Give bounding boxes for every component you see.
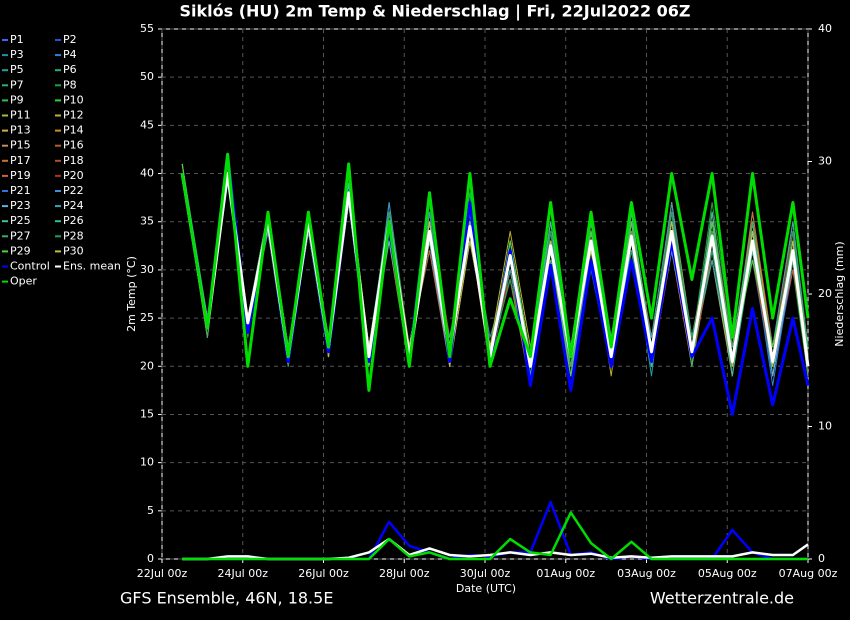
y2-tick-label: 0: [818, 552, 825, 565]
temp-line: [180, 152, 810, 392]
legend-label: P8: [63, 78, 77, 91]
legend-label: P14: [63, 124, 84, 137]
legend-label: P15: [10, 139, 31, 152]
legend-label: Control: [10, 260, 50, 273]
x-tick-label: 07Aug 00z: [779, 567, 838, 580]
y-tick-label: 50: [140, 70, 154, 83]
y-tick-label: 15: [140, 407, 154, 420]
legend-label: P5: [10, 63, 24, 76]
legend-label: P26: [63, 214, 84, 227]
legend-label: Oper: [10, 275, 37, 288]
legend-label: P28: [63, 229, 84, 242]
y2-tick-label: 40: [818, 22, 832, 35]
x-tick-label: 26Jul 00z: [298, 567, 349, 580]
legend-label: P7: [10, 78, 24, 91]
y-tick-label: 25: [140, 311, 154, 324]
legend-label: P6: [63, 63, 77, 76]
x-tick-label: 01Aug 00z: [536, 567, 595, 580]
y2-tick-label: 10: [818, 420, 832, 433]
legend-label: P20: [63, 169, 84, 182]
x-tick-label: 22Jul 00z: [137, 567, 188, 580]
legend-label: P22: [63, 184, 84, 197]
source-note: GFS Ensemble, 46N, 18.5E: [120, 589, 333, 608]
y-tick-label: 5: [147, 504, 154, 517]
y-tick-label: 20: [140, 359, 154, 372]
legend-label: P4: [63, 48, 77, 61]
y2-axis-label: Niederschlag (mm): [833, 241, 846, 346]
legend-label: Ens. mean: [63, 260, 121, 273]
y-tick-label: 45: [140, 118, 154, 131]
credit: Wetterzentrale.de: [650, 589, 794, 608]
legend-label: P2: [63, 33, 77, 46]
legend-label: P25: [10, 214, 31, 227]
legend-label: P12: [63, 109, 84, 122]
legend-label: P27: [10, 229, 31, 242]
legend-label: P9: [10, 93, 24, 106]
y-tick-label: 35: [140, 215, 154, 228]
legend-label: P1: [10, 33, 24, 46]
legend-label: P13: [10, 124, 31, 137]
x-tick-label: 30Jul 00z: [460, 567, 511, 580]
precip-line: [182, 511, 808, 561]
x-tick-label: 28Jul 00z: [379, 567, 430, 580]
legend-label: P23: [10, 199, 31, 212]
legend-label: P18: [63, 154, 84, 167]
x-tick-label: 05Aug 00z: [698, 567, 757, 580]
legend-label: P30: [63, 244, 84, 257]
legend-label: P24: [63, 199, 84, 212]
legend-label: P29: [10, 244, 31, 257]
y2-tick-label: 20: [818, 287, 832, 300]
x-tick-label: 03Aug 00z: [617, 567, 676, 580]
legend-label: P17: [10, 154, 31, 167]
y-tick-label: 30: [140, 263, 154, 276]
legend-label: P21: [10, 184, 31, 197]
legend-label: P19: [10, 169, 31, 182]
x-axis-label: Date (UTC): [456, 582, 516, 595]
y-tick-label: 40: [140, 167, 154, 180]
chart-title: Siklós (HU) 2m Temp & Niederschlag | Fri…: [179, 2, 690, 22]
legend-label: P16: [63, 139, 84, 152]
x-tick-label: 24Jul 00z: [217, 567, 268, 580]
y-axis-label: 2m Temp (°C): [125, 256, 138, 332]
y-tick-label: 10: [140, 456, 154, 469]
y2-tick-label: 30: [818, 155, 832, 168]
legend-label: P10: [63, 93, 84, 106]
y-tick-label: 0: [147, 552, 154, 565]
legend-label: P3: [10, 48, 24, 61]
legend-label: P11: [10, 109, 31, 122]
y-tick-label: 55: [140, 22, 154, 35]
